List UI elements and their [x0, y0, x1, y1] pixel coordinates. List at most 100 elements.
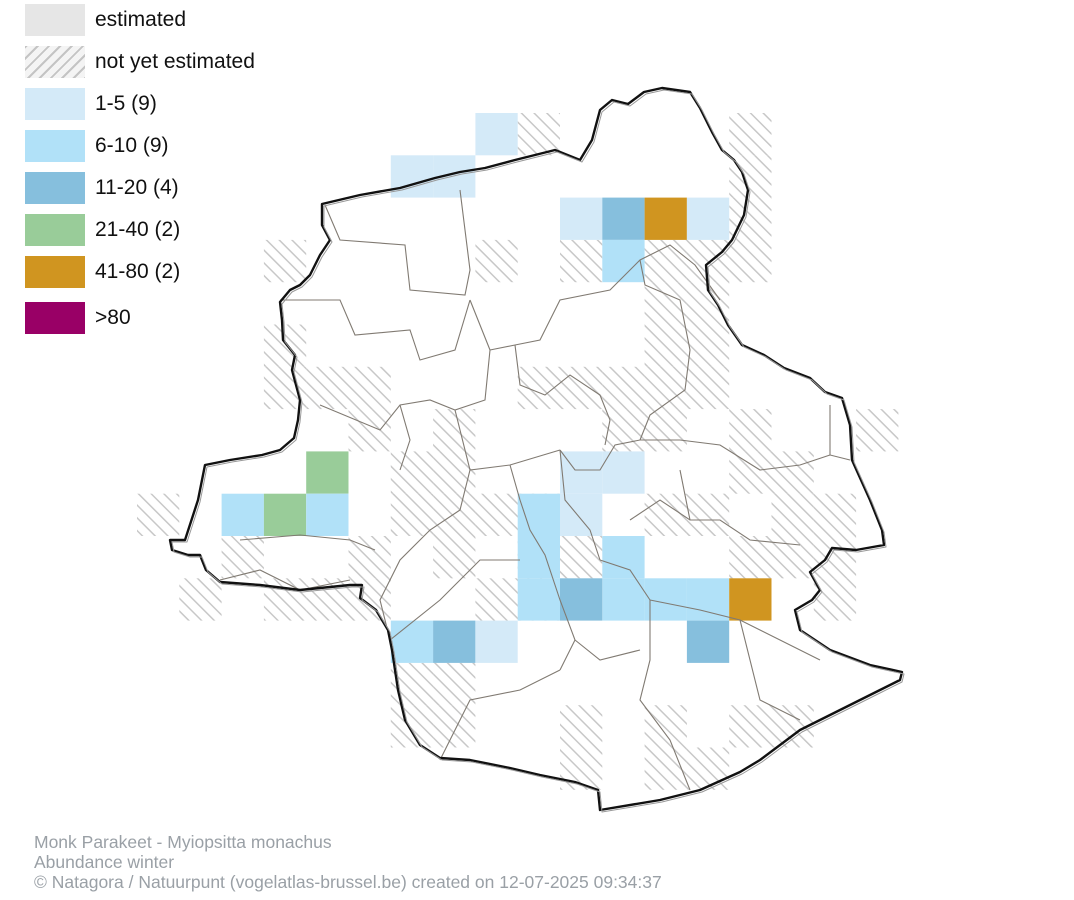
legend-item-41-80: 41-80 (2)	[25, 256, 425, 290]
legend-swatch-6-10	[25, 130, 85, 162]
not-yet-estimated-square	[729, 536, 772, 579]
abundance-square	[306, 493, 349, 536]
not-yet-estimated-square	[433, 705, 476, 748]
legend-item-1-5: 1-5 (9)	[25, 88, 425, 122]
legend-item-6-10: 6-10 (9)	[25, 130, 425, 164]
not-yet-estimated-square	[560, 239, 603, 283]
abundance-square	[686, 620, 730, 663]
not-yet-estimated-square	[813, 493, 857, 536]
legend-swatch-41-80	[25, 256, 85, 288]
abundance-square	[644, 197, 687, 240]
abundance-square	[602, 536, 645, 579]
legend-swatch-11-20	[25, 172, 85, 204]
legend-label: 11-20 (4)	[95, 176, 179, 199]
not-yet-estimated-square	[813, 536, 857, 579]
abundance-square	[475, 113, 518, 156]
abundance-square	[644, 578, 687, 621]
not-yet-estimated-square	[644, 324, 687, 367]
not-yet-estimated-square	[221, 536, 264, 579]
legend-label: 1-5 (9)	[95, 92, 157, 115]
not-yet-estimated-square	[433, 409, 476, 452]
not-yet-estimated-square	[729, 409, 772, 452]
not-yet-estimated-square	[729, 705, 772, 748]
not-yet-estimated-square	[602, 366, 645, 410]
abundance-square	[686, 578, 730, 621]
not-yet-estimated-square	[306, 366, 349, 410]
abundance-square	[517, 578, 560, 621]
abundance-square	[560, 578, 603, 621]
not-yet-estimated-square	[813, 578, 857, 621]
not-yet-estimated-square	[390, 451, 434, 494]
abundance-squares	[221, 113, 772, 663]
legend-item-21-40: 21-40 (2)	[25, 214, 425, 248]
abundance-square	[517, 493, 560, 536]
not-yet-estimated-square	[771, 493, 814, 536]
brussels-region-outline-shadow	[171, 89, 905, 813]
not-yet-estimated-square	[137, 493, 180, 536]
legend-swatch-over-80	[25, 302, 85, 334]
abundance-square	[602, 451, 645, 494]
legend-swatch-estimated	[25, 4, 85, 36]
not-yet-estimated-square	[348, 409, 391, 452]
legend-item-estimated: estimated	[25, 4, 425, 38]
municipality-boundaries	[219, 189, 851, 791]
not-yet-estimated-square	[517, 113, 560, 156]
not-yet-estimated-square	[263, 324, 307, 367]
not-yet-estimated-square	[644, 239, 687, 283]
not-yet-estimated-square	[390, 493, 434, 536]
legend-item-11-20: 11-20 (4)	[25, 172, 425, 206]
not-yet-estimated-square	[686, 366, 730, 410]
not-yet-estimated-square	[348, 366, 391, 410]
not-yet-estimated-square	[560, 705, 603, 748]
legend-label: 21-40 (2)	[95, 218, 181, 241]
not-yet-estimated-square	[729, 113, 772, 156]
legend-label: not yet estimated	[95, 50, 255, 73]
not-yet-estimated-square	[686, 493, 730, 536]
not-yet-estimated-square	[263, 239, 307, 283]
abundance-square	[602, 578, 645, 621]
legend-label: 41-80 (2)	[95, 260, 181, 283]
abundance-square	[221, 493, 264, 536]
legend-label: >80	[95, 306, 131, 329]
not-yet-estimated-square	[602, 409, 645, 452]
map-footer: Monk Parakeet - Myiopsitta monachus Abun…	[34, 832, 662, 892]
not-yet-estimated-square	[179, 578, 222, 621]
not-yet-estimated-square	[433, 451, 476, 494]
legend-swatch-21-40	[25, 214, 85, 246]
not-yet-estimated-square	[644, 282, 687, 325]
abundance-square	[602, 239, 645, 283]
map-type: Abundance winter	[34, 852, 175, 872]
abundance-square	[560, 197, 603, 240]
not-yet-estimated-square	[433, 536, 476, 579]
not-yet-estimated-square	[475, 239, 518, 283]
not-yet-estimated-square	[433, 662, 476, 706]
not-yet-estimated-square	[560, 366, 603, 410]
not-yet-estimated-square	[644, 366, 687, 410]
abundance-square	[475, 620, 518, 663]
species-name: Monk Parakeet - Myiopsitta monachus	[34, 832, 332, 852]
abundance-square	[560, 493, 603, 536]
not-yet-estimated-square	[475, 493, 518, 536]
not-yet-estimated-square	[560, 536, 603, 579]
brussels-region-outline	[168, 86, 904, 812]
legend-swatch-1-5	[25, 88, 85, 120]
legend-label: estimated	[95, 8, 187, 31]
not-yet-estimated-square	[686, 747, 730, 790]
not-yet-estimated-square	[686, 239, 730, 283]
abundance-square	[686, 197, 730, 240]
abundance-square	[560, 451, 603, 494]
legend-item-over-80: >80	[25, 302, 425, 336]
not-yet-estimated-square	[644, 747, 687, 790]
not-yet-estimated-square	[348, 536, 391, 579]
not-yet-estimated-square	[771, 451, 814, 494]
abundance-square	[263, 493, 307, 536]
abundance-square	[602, 197, 645, 240]
not-yet-estimated-square	[560, 747, 603, 790]
not-yet-estimated-square	[729, 451, 772, 494]
not-yet-estimated-square	[686, 324, 730, 367]
abundance-square	[729, 578, 772, 621]
legend-item-not-yet-estimated: not yet estimated	[25, 46, 425, 80]
not-yet-estimated-square	[644, 705, 687, 748]
not-yet-estimated-square	[729, 239, 772, 283]
not-yet-estimated-square	[644, 493, 687, 536]
